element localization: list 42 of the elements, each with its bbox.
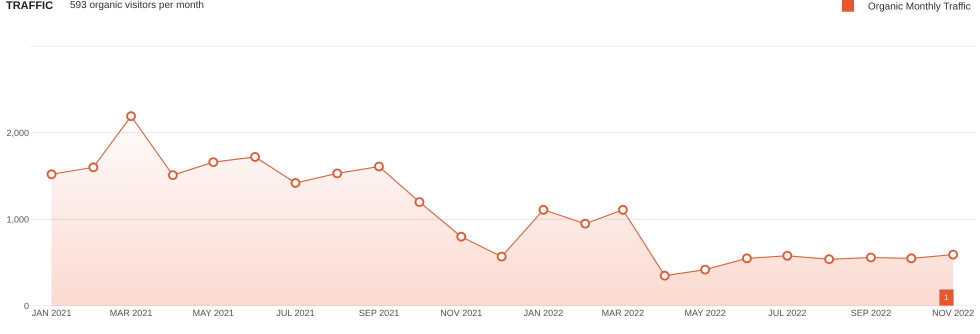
legend-label: Organic Monthly Traffic [868,2,971,13]
x-tick-label: MAR 2022 [602,308,644,318]
point [46,169,56,180]
point [168,170,178,180]
point [414,197,424,207]
x-tick-label: MAY 2021 [192,308,234,318]
point [538,204,548,215]
x-tick-label: SEP 2021 [358,308,400,318]
point [332,168,342,178]
point [742,253,752,264]
point [496,252,507,262]
point [948,250,958,260]
point [88,162,98,172]
x-tick-label: JUL 2022 [768,308,806,318]
point [866,252,876,262]
x-tick-label: MAY 2022 [684,308,726,318]
x-tick-label: SEP 2022 [850,308,892,318]
point [782,250,792,261]
point [580,218,590,229]
y-tick-label: 1,000 [6,214,29,224]
point [906,253,916,264]
annotation: 1 [944,293,949,302]
y-tick-label: 0 [24,301,29,312]
point [374,162,384,172]
point [618,204,628,215]
y-tick-label: 2,000 [6,128,29,138]
point [700,264,710,274]
point [824,254,834,264]
x-tick-label: JAN 2021 [32,308,72,318]
point [250,152,260,162]
x-tick-label: JAN 2022 [524,308,564,318]
point [126,111,136,122]
point [456,232,466,242]
x-tick-label: NOV 2022 [932,308,974,318]
x-tick-label: JUL 2021 [276,308,315,318]
point [290,178,300,188]
point [208,157,218,168]
chart-title: TRAFFIC [6,0,54,12]
chart-subtitle: 593 organic visitors per month [70,0,204,11]
x-tick-label: NOV 2021 [440,308,482,318]
x-tick-label: MAR 2021 [110,308,152,318]
point [660,270,670,281]
